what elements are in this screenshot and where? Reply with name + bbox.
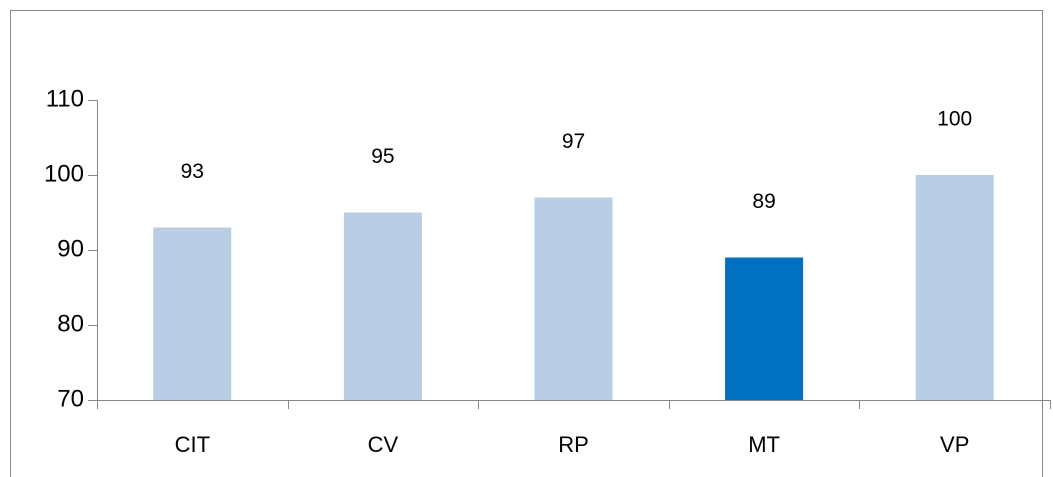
x-tick-label: CV <box>368 432 399 457</box>
x-tick-label: MT <box>748 432 780 457</box>
y-tick-label: 70 <box>57 385 84 412</box>
y-tick-label: 100 <box>44 160 84 187</box>
bar <box>725 257 804 400</box>
value-label: 97 <box>562 130 585 153</box>
value-label: 95 <box>371 145 394 168</box>
x-tick-label: CIT <box>175 432 210 457</box>
bar <box>534 197 613 400</box>
chart-frame <box>10 10 1043 477</box>
value-label: 93 <box>181 160 204 183</box>
y-tick-label: 90 <box>57 235 84 262</box>
y-tick-label: 80 <box>57 310 84 337</box>
x-tick-label: VP <box>940 432 969 457</box>
y-tick-label: 110 <box>46 85 84 112</box>
value-label: 89 <box>752 190 775 213</box>
bar <box>343 212 422 400</box>
bar <box>153 227 232 400</box>
x-tick-label: RP <box>558 432 589 457</box>
bar <box>915 175 994 400</box>
value-label: 100 <box>937 108 972 131</box>
